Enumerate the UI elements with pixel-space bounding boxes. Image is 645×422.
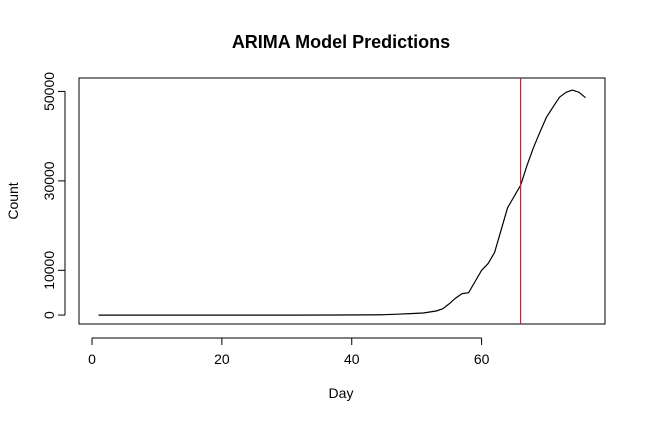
x-tick-label: 20 [214,351,230,367]
x-tick-label: 40 [344,351,360,367]
series-line [98,89,586,316]
y-axis: 0 10000 30000 50000 [41,72,66,319]
y-tick-label: 10000 [41,251,57,290]
x-axis-label: Day [329,385,354,401]
plot-frame [78,77,606,325]
plot-area [98,78,586,324]
x-axis: 0 20 40 60 [88,337,490,367]
y-tick-label: 50000 [41,72,57,111]
x-tick-label: 0 [88,351,96,367]
x-tick-label: 60 [474,351,490,367]
chart-title: ARIMA Model Predictions [232,32,450,52]
y-tick-label: 0 [41,311,57,319]
y-tick-label: 30000 [41,161,57,200]
y-axis-label: Count [5,182,21,219]
